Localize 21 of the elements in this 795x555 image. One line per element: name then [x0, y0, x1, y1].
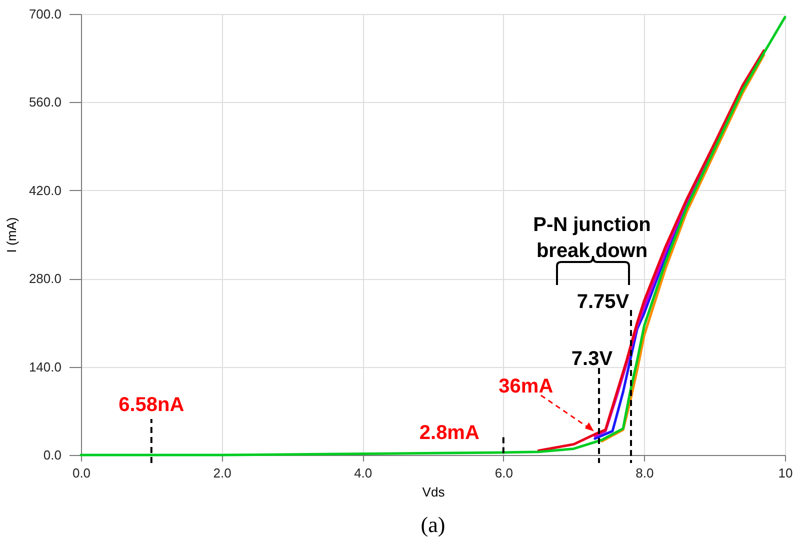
x-tick-label: 0.0 [72, 466, 91, 480]
y-tick-label: 560.0 [28, 94, 62, 110]
annotation: 7.75V [576, 291, 630, 313]
x-tick-label: 2.0 [213, 466, 232, 480]
y-tick-label: 0.0 [43, 448, 62, 462]
annotation: 7.3V [571, 348, 614, 370]
y-tick-label: 140.0 [28, 359, 62, 374]
y-tick-label: 700.0 [28, 6, 62, 22]
y-tick-label: 280.0 [28, 271, 62, 286]
y-axis-title: I (mA) [4, 217, 19, 253]
y-tick-label: 420.0 [28, 182, 62, 198]
text: (a) [420, 512, 446, 537]
x-tick-label: 10 [778, 466, 793, 480]
x-tick-label: 6.0 [494, 466, 513, 480]
x-axis-title: Vds [422, 484, 446, 500]
annotation: 2.8mA [419, 422, 480, 444]
x-tick-label: 4.0 [354, 466, 372, 480]
annotation: P-N junction break down [533, 214, 651, 262]
x-tick-label: 8.0 [636, 466, 654, 480]
annotation: 36mA [498, 375, 554, 398]
annotation: 6.58nA [118, 394, 184, 416]
